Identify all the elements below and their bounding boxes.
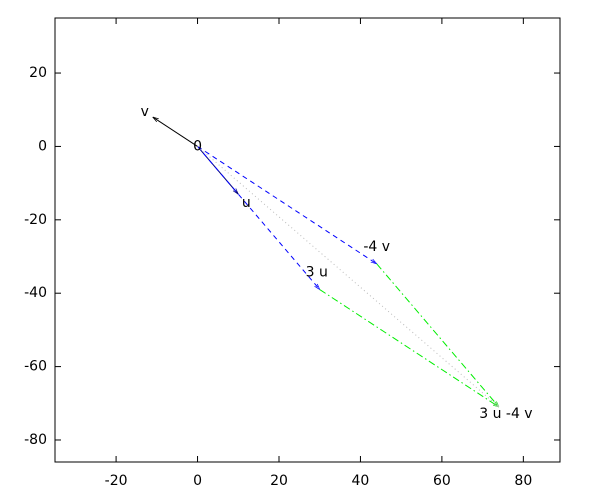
vector <box>319 289 499 407</box>
x-tick-label: 0 <box>193 473 202 489</box>
vector <box>197 146 320 289</box>
vector <box>197 146 377 263</box>
vector <box>197 146 499 407</box>
vector <box>153 117 198 147</box>
point-label: 0 <box>193 138 202 154</box>
y-tick-label: 0 <box>38 138 47 154</box>
y-tick-label: -80 <box>24 432 47 448</box>
point-label: u <box>242 195 251 211</box>
y-tick-label: -40 <box>24 285 47 301</box>
y-tick-label: -60 <box>24 359 47 375</box>
y-tick-label: 20 <box>29 65 47 81</box>
x-tick-label: 60 <box>433 473 451 489</box>
x-tick-label: -20 <box>105 473 128 489</box>
vector <box>376 263 499 407</box>
point-label: 3 u <box>306 265 328 281</box>
plot-frame <box>54 17 561 463</box>
point-label: v <box>141 104 149 120</box>
point-label: -4 v <box>363 239 390 255</box>
x-tick-label: 40 <box>352 473 370 489</box>
y-tick-label: -20 <box>24 212 47 228</box>
x-tick-label: 80 <box>514 473 532 489</box>
point-label: 3 u -4 v <box>479 406 532 422</box>
x-tick-label: 20 <box>270 473 288 489</box>
